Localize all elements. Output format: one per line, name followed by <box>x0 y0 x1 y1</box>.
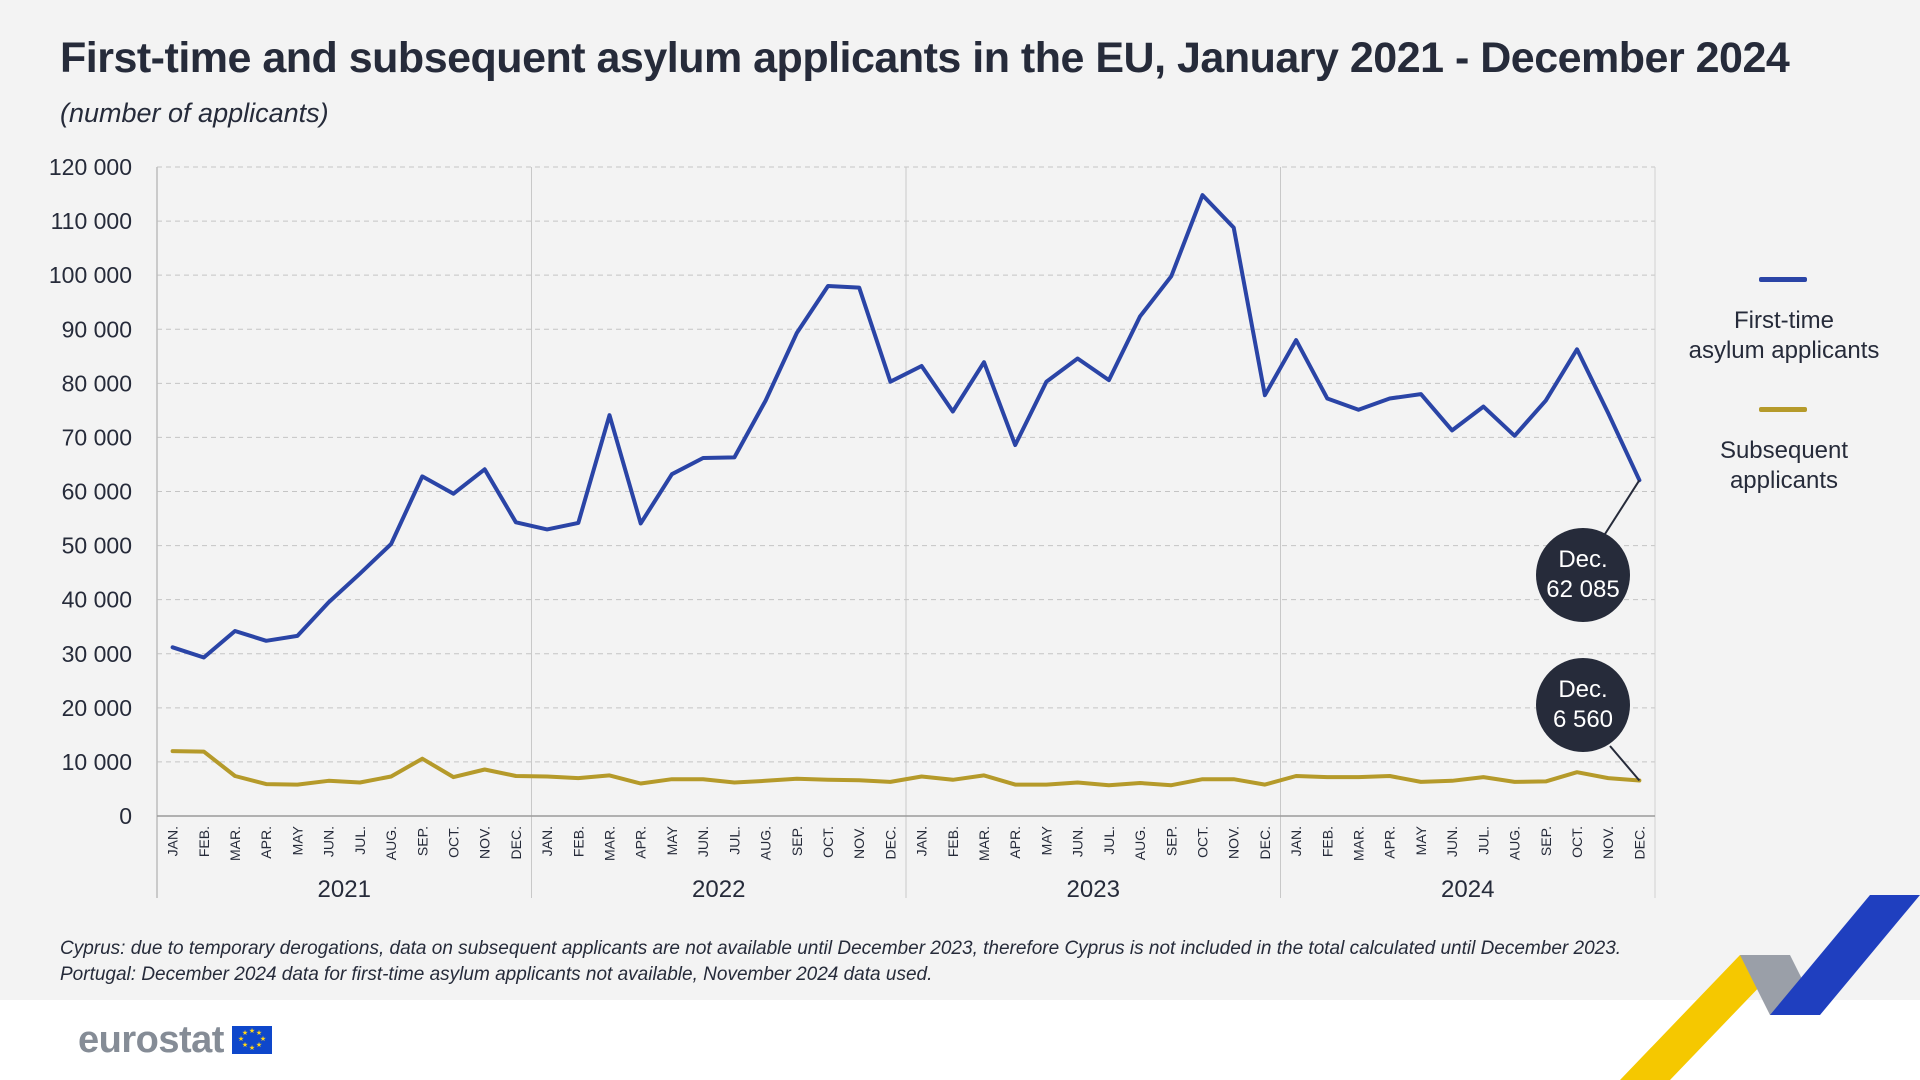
x-tick-label: NOV. <box>1226 826 1242 859</box>
x-tick-label: SEP. <box>414 826 430 856</box>
x-tick-label: MAY <box>1413 825 1429 855</box>
series-first-time-line <box>170 193 1642 660</box>
x-tick-label: APR. <box>1007 826 1023 859</box>
x-tick-label: FEB. <box>1319 826 1335 857</box>
callout-first-time-dec: Dec. 62 085 <box>1536 528 1630 622</box>
callout-subsequent-dec: Dec. 6 560 <box>1536 658 1630 752</box>
y-tick-label: 90 000 <box>62 316 132 342</box>
x-tick-label: JUL. <box>1101 826 1117 855</box>
y-tick-label: 10 000 <box>62 749 132 775</box>
legend-subsequent-line2: applicants <box>1729 467 1839 494</box>
x-tick-label: DEC. <box>1257 826 1273 859</box>
legend-label-first-time: First-time asylum applicants <box>1684 306 1884 366</box>
x-tick-label: NOV. <box>1600 826 1616 859</box>
callout-first-time-label: Dec. <box>1558 546 1608 573</box>
line-chart: 0 10 000 20 000 30 000 40 000 50 000 60 000 70 … <box>49 154 1656 903</box>
x-tick-label: MAY <box>664 825 680 855</box>
callout-subsequent-label: Dec. <box>1558 676 1608 703</box>
x-tick-label: JAN. <box>1288 826 1304 856</box>
series-subsequent-line <box>170 749 1642 788</box>
x-tick-label: JUL. <box>1475 826 1491 855</box>
legend-swatch-first-time <box>1759 277 1807 282</box>
x-tick-label: AUG. <box>1507 826 1523 860</box>
eu-flag-icon: ★ ★ ★ ★ ★ ★ ★ ★ <box>231 1026 272 1054</box>
series-lines <box>170 193 1642 788</box>
x-tick-label: JUN. <box>1444 826 1460 857</box>
footnote-cyprus: Cyprus: due to temporary derogations, da… <box>60 938 1622 959</box>
x-tick-label: DEC. <box>882 826 898 859</box>
year-label: 2022 <box>692 876 745 903</box>
footnote-portugal: Portugal: December 2024 data for first-t… <box>60 964 933 985</box>
callout-first-time-value: 62 085 <box>1546 576 1620 603</box>
eurostat-logo: eurostat ★ ★ ★ ★ ★ ★ ★ ★ <box>78 1018 272 1062</box>
y-tick-label: 50 000 <box>62 533 132 559</box>
y-axis: 0 10 000 20 000 30 000 40 000 50 000 60 000 70 … <box>49 154 158 898</box>
x-tick-label: APR. <box>258 826 274 859</box>
chart-title: First-time and subsequent asylum applica… <box>60 34 1790 82</box>
logo-text: eurostat <box>78 1018 224 1061</box>
x-tick-label: OCT. <box>445 826 461 858</box>
x-tick-label: MAR. <box>227 826 243 861</box>
decorative-chevron-icon <box>1620 895 1920 1080</box>
y-tick-label: 60 000 <box>62 479 132 505</box>
y-tick-label: 20 000 <box>62 695 132 721</box>
legend-swatch-subsequent <box>1759 407 1807 412</box>
x-tick-label: OCT. <box>820 826 836 858</box>
x-tick-label: MAR. <box>1351 826 1367 861</box>
chart-subtitle: (number of applicants) <box>60 98 329 128</box>
x-tick-label: AUG. <box>383 826 399 860</box>
legend-first-time-line1: First-time <box>1734 307 1834 334</box>
x-tick-label: JAN. <box>914 826 930 856</box>
x-tick-label: JAN. <box>165 826 181 856</box>
x-tick-label: NOV. <box>477 826 493 859</box>
x-tick-label: AUG. <box>1132 826 1148 860</box>
x-tick-label: DEC. <box>1631 826 1647 859</box>
x-tick-label: APR. <box>633 826 649 859</box>
x-tick-label: MAY <box>1038 825 1054 855</box>
y-tick-label: 100 000 <box>49 262 132 288</box>
x-tick-label: MAR. <box>602 826 618 861</box>
year-label: 2023 <box>1067 876 1120 903</box>
x-tick-label: DEC. <box>508 826 524 859</box>
x-tick-label: FEB. <box>945 826 961 857</box>
x-tick-label: MAR. <box>976 826 992 861</box>
y-tick-label: 120 000 <box>49 154 132 180</box>
legend-label-subsequent: Subsequent applicants <box>1684 436 1884 496</box>
grid-lines <box>157 166 1656 898</box>
x-tick-label: SEP. <box>789 826 805 856</box>
year-label: 2021 <box>318 876 371 903</box>
x-tick-label: OCT. <box>1569 826 1585 858</box>
footnotes: Cyprus: due to temporary derogations, da… <box>60 936 1621 988</box>
x-tick-label: MAY <box>289 825 305 855</box>
footer-band <box>0 1000 1920 1080</box>
leader-first-time <box>1604 479 1641 535</box>
year-label: 2024 <box>1441 876 1494 903</box>
y-tick-label: 30 000 <box>62 641 132 667</box>
callout-leaders <box>1604 479 1641 782</box>
x-tick-label: NOV. <box>851 826 867 859</box>
legend-first-time-line2: asylum applicants <box>1688 337 1880 364</box>
y-tick-label: 110 000 <box>51 208 132 234</box>
y-tick-label: 80 000 <box>62 370 132 396</box>
y-tick-label: 70 000 <box>62 424 132 450</box>
x-tick-label: JUN. <box>321 826 337 857</box>
x-tick-label: SEP. <box>1538 826 1554 856</box>
x-tick-label: JUL. <box>352 826 368 855</box>
x-axis: JAN. FEB. MAR. APR. MAY JUN. JUL. AUG. SEP. OCT. N… <box>157 815 1655 903</box>
x-tick-label: JUN. <box>695 826 711 857</box>
x-tick-label: JAN. <box>539 826 555 856</box>
y-tick-label: 0 <box>119 803 132 829</box>
x-tick-label: AUG. <box>758 826 774 860</box>
callout-subsequent-value: 6 560 <box>1552 706 1614 733</box>
x-tick-label: JUL. <box>726 826 742 855</box>
legend-subsequent-line1: Subsequent <box>1719 437 1849 464</box>
x-tick-label: APR. <box>1382 826 1398 859</box>
x-tick-label: OCT. <box>1194 826 1210 858</box>
x-tick-label: FEB. <box>196 826 212 857</box>
x-tick-label: JUN. <box>1070 826 1086 857</box>
x-tick-label: FEB. <box>570 826 586 857</box>
y-tick-label: 40 000 <box>62 587 132 613</box>
x-tick-label: SEP. <box>1163 826 1179 856</box>
leader-subsequent <box>1609 745 1641 782</box>
